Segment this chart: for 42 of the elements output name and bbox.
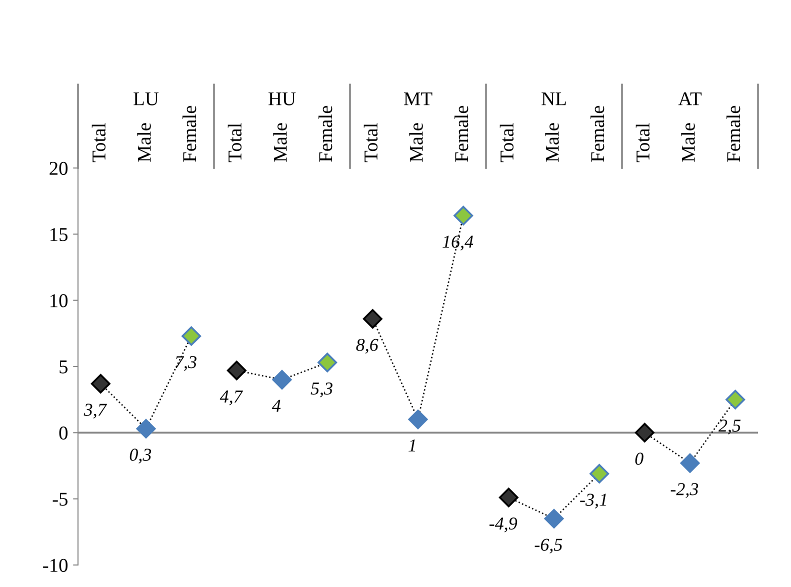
data-label: 5,3 (310, 382, 332, 398)
x-tick-label: Total (636, 123, 650, 162)
text: LU (134, 92, 159, 106)
data-label: 4,7 (220, 390, 244, 406)
data-label: -4,9 (489, 518, 518, 532)
y-tick-label: 20 (50, 162, 68, 175)
x-tick-label: Female (726, 106, 740, 162)
y-tick-label: 15 (50, 228, 68, 242)
data-label: 1 (408, 439, 416, 452)
x-tick-label: Male (409, 123, 423, 162)
data-label: 0,3 (130, 448, 152, 464)
y-tick-label: 5 (60, 360, 68, 374)
data-label: 0 (635, 452, 644, 465)
x-tick-label: Male (137, 123, 151, 162)
y-tick-label: 10 (50, 294, 68, 308)
x-tick-label: Male (273, 123, 287, 162)
data-label: -2,3 (670, 483, 698, 498)
data-label: 7,3 (176, 356, 196, 371)
text: HU (268, 92, 296, 106)
data-label: 3,7 (84, 404, 108, 418)
data-label: 16,4 (442, 236, 474, 250)
data-label: 2,5 (718, 420, 741, 434)
y-tick-label: -5 (52, 492, 68, 506)
x-tick-label: Female (590, 106, 604, 162)
x-tick-label: Total (228, 123, 242, 162)
data-label: -6,5 (534, 538, 562, 554)
data-label: 4 (272, 400, 281, 412)
y-tick-label: 0 (59, 426, 68, 440)
x-tick-label: Total (500, 123, 514, 162)
text: AT (678, 92, 702, 106)
text: MT (404, 92, 432, 106)
x-tick-label: Male (545, 123, 559, 162)
x-tick-label: Female (454, 106, 468, 162)
x-tick-label: Total (364, 123, 378, 162)
x-tick-label: Male (681, 123, 695, 162)
data-label: -3,1 (580, 494, 606, 508)
y-tick-label: -10 (43, 558, 68, 572)
text: NL (542, 92, 566, 106)
x-tick-label: Female (318, 106, 332, 162)
data-label: 8,6 (356, 338, 378, 354)
x-tick-label: Total (92, 123, 106, 162)
x-tick-label: Female (182, 106, 196, 162)
